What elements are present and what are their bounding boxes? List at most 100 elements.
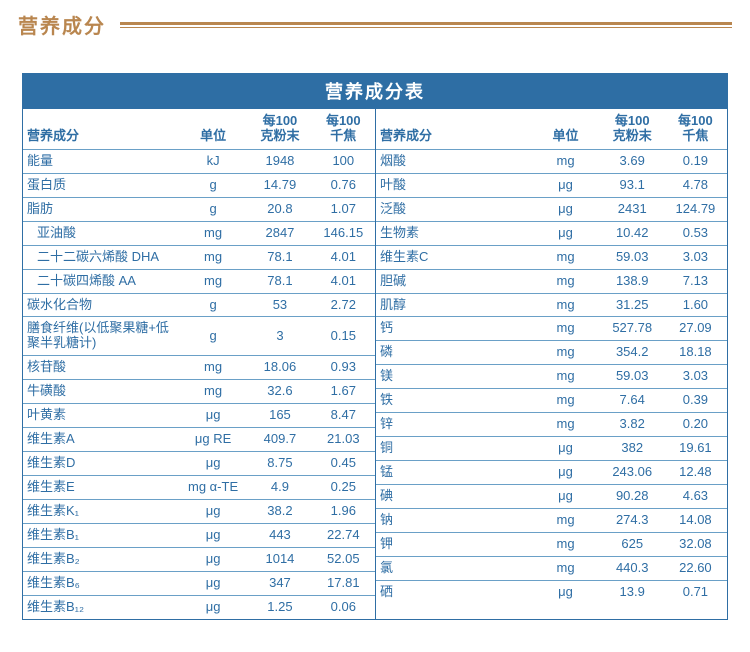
nutrient-unit: g [178,293,248,317]
value-per100kj: 22.74 [312,523,375,547]
nutrient-name: 碘 [376,485,530,509]
nutrient-unit: mg [530,341,600,365]
table-row: 膳食纤维(以低聚果糖+低聚半乳糖计)g30.15 [23,317,375,356]
value-per100g: 14.79 [248,173,311,197]
value-per100g: 4.9 [248,476,311,500]
value-per100kj: 1.60 [664,293,727,317]
value-per100g: 3.82 [601,413,664,437]
nutrient-unit: g [178,197,248,221]
nutrient-unit: μg [530,485,600,509]
header-per100g: 每100 克粉末 [248,109,311,149]
table-row: 碘μg90.284.63 [376,485,727,509]
nutrient-name: 肌醇 [376,293,530,317]
value-per100kj: 7.13 [664,269,727,293]
table-row: 生物素μg10.420.53 [376,221,727,245]
value-per100g: 38.2 [248,499,311,523]
page-header: 营养成分 [0,0,750,53]
value-per100kj: 0.76 [312,173,375,197]
nutrient-unit: μg [530,580,600,603]
nutrient-name: 硒 [376,580,530,603]
nutrient-unit: mg [530,556,600,580]
table-row: 亚油酸mg2847146.15 [23,221,375,245]
value-per100kj: 0.19 [664,149,727,173]
nutrient-unit: mg [530,317,600,341]
value-per100kj: 0.06 [312,595,375,618]
value-per100kj: 0.53 [664,221,727,245]
table-row: 锰μg243.0612.48 [376,461,727,485]
value-per100g: 78.1 [248,269,311,293]
nutrient-unit: mg [178,356,248,380]
value-per100g: 20.8 [248,197,311,221]
table-row: 泛酸μg2431124.79 [376,197,727,221]
value-per100kj: 0.39 [664,389,727,413]
table-row: 维生素Dμg8.750.45 [23,452,375,476]
nutrient-unit: μg [178,523,248,547]
value-per100kj: 8.47 [312,404,375,428]
table-row: 锌mg3.820.20 [376,413,727,437]
table-row: 胆碱mg138.97.13 [376,269,727,293]
value-per100kj: 27.09 [664,317,727,341]
nutrient-unit: mg [530,389,600,413]
nutrient-unit: μg [530,437,600,461]
nutrition-table-wrap: 营养成分表 营养成分 单位 每100 克粉末 每100 千焦 能量kJ19481… [22,73,728,620]
value-per100g: 18.06 [248,356,311,380]
value-per100kj: 2.72 [312,293,375,317]
nutrient-unit: kJ [178,149,248,173]
nutrient-name: 二十碳四烯酸 AA [23,269,178,293]
value-per100kj: 0.25 [312,476,375,500]
value-per100kj: 3.03 [664,245,727,269]
nutrient-name: 氯 [376,556,530,580]
value-per100g: 1.25 [248,595,311,618]
table-row: 镁mg59.033.03 [376,365,727,389]
value-per100g: 10.42 [601,221,664,245]
nutrient-unit: mg [530,532,600,556]
nutrient-name: 锌 [376,413,530,437]
nutrient-name: 维生素D [23,452,178,476]
value-per100g: 625 [601,532,664,556]
value-per100kj: 146.15 [312,221,375,245]
nutrient-unit: μg [530,173,600,197]
nutrient-name: 碳水化合物 [23,293,178,317]
value-per100g: 1948 [248,149,311,173]
table-row: 叶酸μg93.14.78 [376,173,727,197]
nutrient-name: 镁 [376,365,530,389]
nutrient-name: 烟酸 [376,149,530,173]
table-header-row: 营养成分 单位 每100 克粉末 每100 千焦 [376,109,727,149]
nutrient-unit: μg [530,461,600,485]
header-per100kj: 每100 千焦 [312,109,375,149]
table-row: 烟酸mg3.690.19 [376,149,727,173]
value-per100g: 274.3 [601,508,664,532]
table-row: 维生素Emg α-TE4.90.25 [23,476,375,500]
nutrient-unit: μg [178,571,248,595]
nutrient-name: 叶酸 [376,173,530,197]
table-row: 牛磺酸mg32.61.67 [23,380,375,404]
nutrient-unit: mg [178,245,248,269]
nutrient-name: 铜 [376,437,530,461]
value-per100g: 2431 [601,197,664,221]
nutrient-name: 亚油酸 [23,221,178,245]
nutrient-name: 钠 [376,508,530,532]
header-name: 营养成分 [23,109,178,149]
nutrient-name: 维生素K₁ [23,499,178,523]
nutrient-unit: g [178,317,248,356]
nutrient-name: 锰 [376,461,530,485]
nutrient-unit: μg [530,221,600,245]
nutrition-table-left: 营养成分 单位 每100 克粉末 每100 千焦 能量kJ1948100蛋白质g… [23,109,375,619]
nutrient-unit: μg [530,197,600,221]
value-per100g: 90.28 [601,485,664,509]
nutrient-unit: mg [530,293,600,317]
table-row: 维生素Aμg RE409.721.03 [23,428,375,452]
nutrient-name: 维生素E [23,476,178,500]
value-per100kj: 52.05 [312,547,375,571]
table-row: 维生素Cmg59.033.03 [376,245,727,269]
value-per100g: 1014 [248,547,311,571]
value-per100g: 13.9 [601,580,664,603]
value-per100kj: 32.08 [664,532,727,556]
value-per100kj: 0.93 [312,356,375,380]
nutrient-unit: mg [178,221,248,245]
header-unit: 单位 [178,109,248,149]
value-per100g: 3 [248,317,311,356]
nutrient-name: 钾 [376,532,530,556]
table-row: 钾mg62532.08 [376,532,727,556]
value-per100g: 382 [601,437,664,461]
